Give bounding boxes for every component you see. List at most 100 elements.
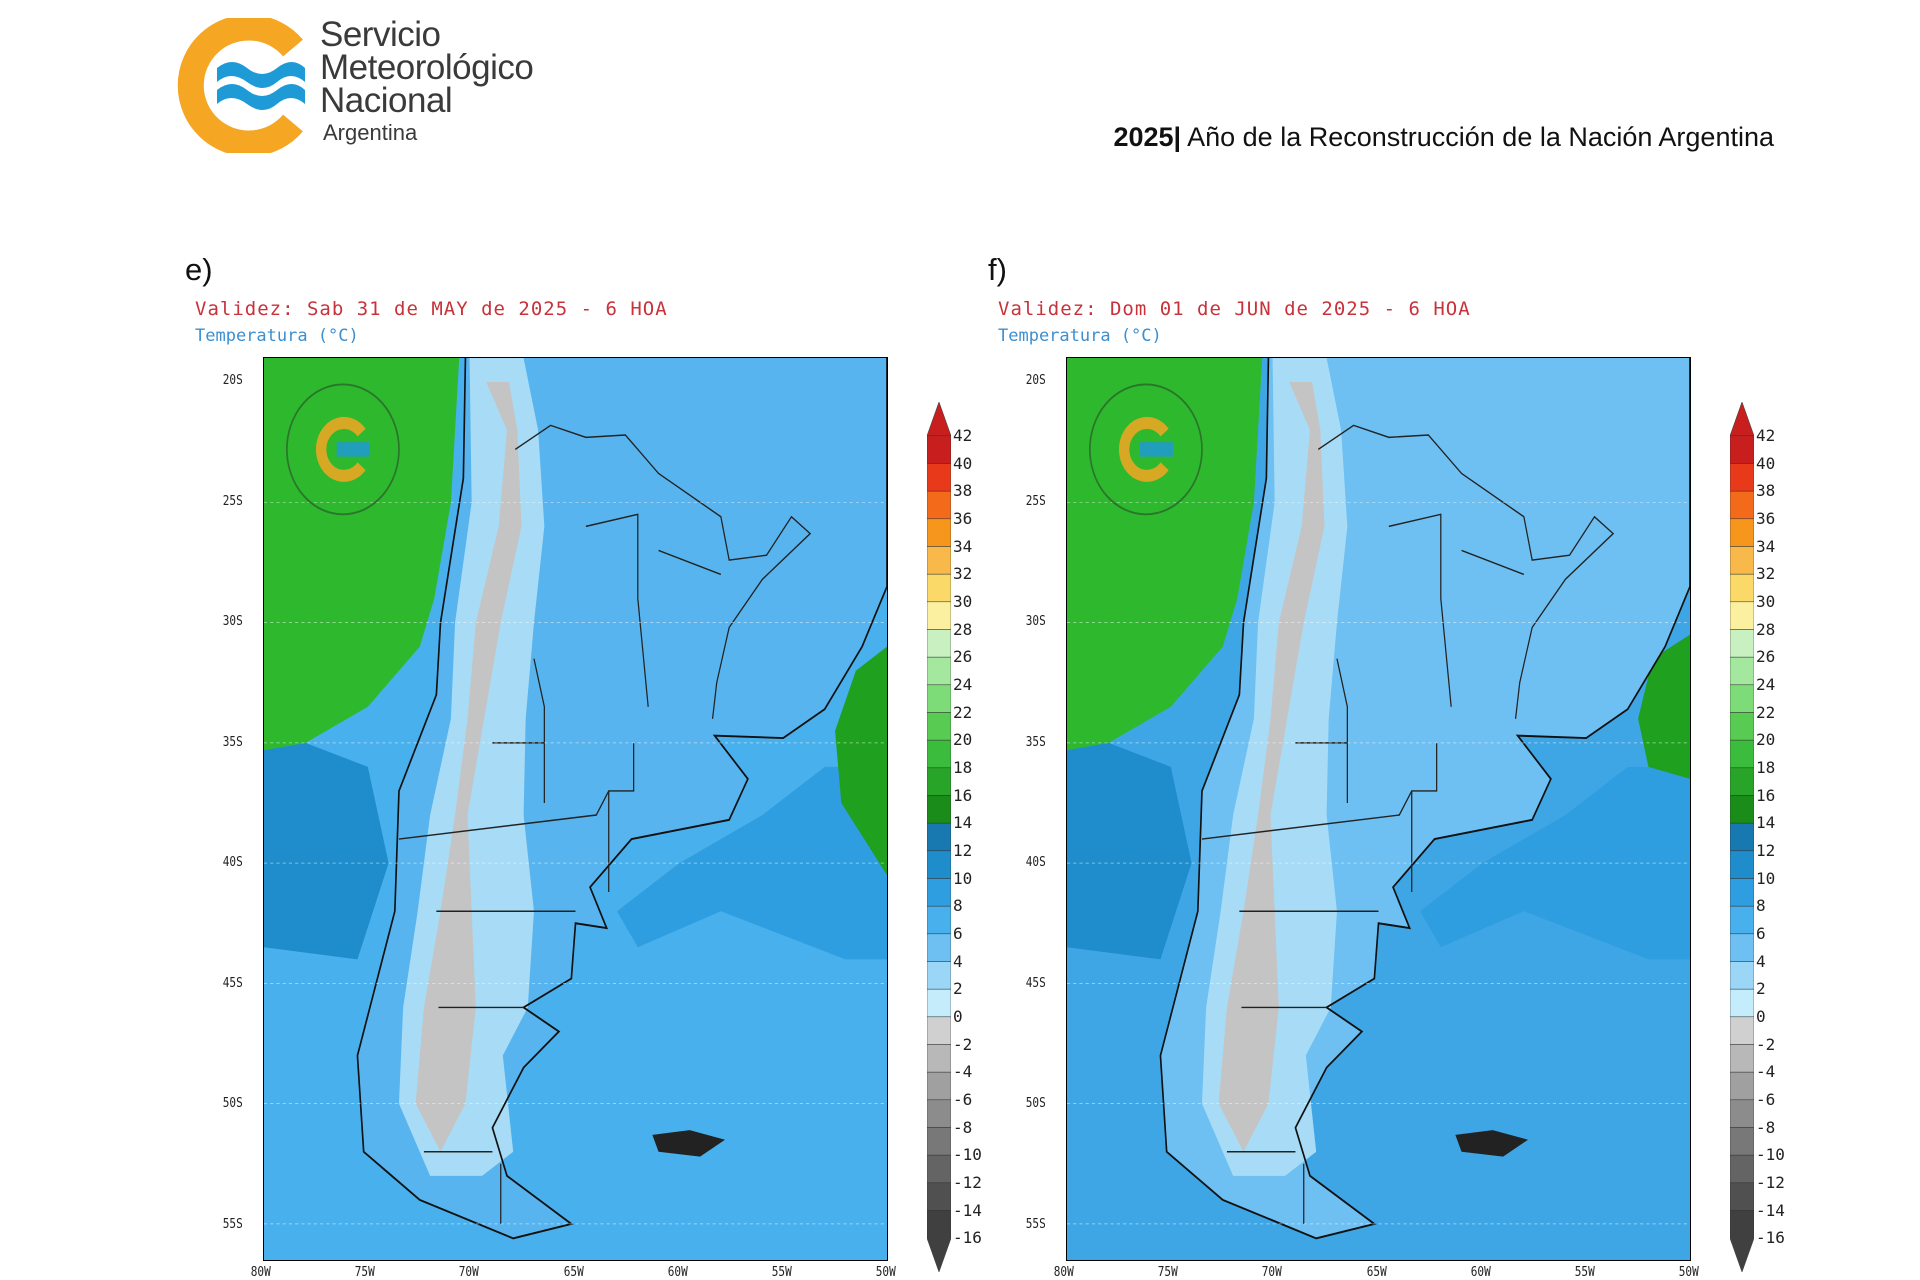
colorbar-level-label: -8: [1756, 1117, 1776, 1137]
longitude-tick-label: 70W: [1262, 1265, 1283, 1280]
colorbar-swatch: [927, 1210, 951, 1239]
colorbar-swatch: [1730, 1210, 1754, 1239]
province-border: [1295, 658, 1348, 744]
colorbar-level-label: 6: [953, 923, 963, 943]
colorbar-level-label: 8: [953, 896, 963, 916]
latitude-tick-label: 40S: [222, 855, 243, 871]
logo-line: Nacional: [320, 81, 453, 120]
longitude-tick-label: 75W: [354, 1265, 375, 1280]
colorbar-level-label: -12: [1756, 1172, 1785, 1192]
colorbar-swatch: [1730, 1071, 1754, 1101]
variable-subtitle: Temperatura (°C): [998, 326, 1162, 346]
colorbar-level-label: 22: [953, 702, 973, 722]
smn-logo-icon: [177, 18, 305, 153]
colorbar-swatch: [927, 933, 951, 962]
colorbar-level-label: -4: [953, 1062, 973, 1082]
longitude-tick-label: 50W: [1678, 1265, 1699, 1280]
latitude-tick-label: 50S: [222, 1096, 243, 1112]
colorbar-swatch: [1730, 1044, 1754, 1073]
latitude-tick-label: 50S: [1025, 1096, 1046, 1112]
latitude-tick-label: 45S: [222, 975, 243, 991]
colorbar-level-label: 24: [1756, 674, 1776, 694]
colorbar-level-label: -2: [953, 1034, 973, 1054]
colorbar-level-label: -10: [1756, 1145, 1785, 1165]
longitude-tick-label: 65W: [1366, 1265, 1387, 1280]
province-border: [1317, 424, 1615, 719]
colorbar-level-label: 40: [1756, 453, 1776, 473]
colorbar-level-label: 2: [1756, 979, 1766, 999]
colorbar-swatch: [927, 767, 951, 796]
province-border: [492, 658, 545, 744]
panel-label: e): [185, 252, 213, 287]
colorbar-swatch: [927, 601, 951, 630]
colorbar-swatch: [1730, 573, 1754, 603]
colorbar-swatch: [1730, 1127, 1754, 1156]
colorbar-swatch: [927, 739, 951, 769]
pacific-warm-region: [264, 358, 460, 751]
colorbar-level-label: 10: [1756, 868, 1776, 888]
watermark-logo: [1089, 383, 1203, 516]
colorbar-swatch: [927, 1099, 951, 1128]
validity-title: Validez: Dom 01 de JUN de 2025 - 6 HOA: [998, 298, 1471, 320]
province-border: [1461, 549, 1525, 576]
colorbar-swatch: [927, 795, 951, 824]
colorbar-level-label: 30: [1756, 591, 1776, 611]
colorbar-level-label: 42: [953, 425, 973, 445]
colorbar-level-label: 42: [1756, 425, 1776, 445]
colorbar-swatch: [1730, 1154, 1754, 1184]
colorbar-upper-arrow: [927, 402, 951, 437]
province-border: [398, 790, 610, 840]
colorbar-swatch: [1730, 656, 1754, 686]
colorbar-lower-arrow: [927, 1237, 951, 1272]
colorbar-swatch: [1730, 850, 1754, 879]
watermark-c-icon: [315, 416, 366, 482]
colorbar-level-label: 34: [1756, 536, 1776, 556]
colorbar-level-label: 20: [1756, 730, 1776, 750]
logo-line: Meteorológico: [320, 48, 534, 87]
colorbar-swatch: [1730, 905, 1754, 935]
colorbar-swatch: [1730, 739, 1754, 769]
province-border: [585, 513, 649, 707]
colorbar-level-label: 32: [1756, 564, 1776, 584]
latitude-tick-label: 25S: [222, 493, 243, 509]
watermark-waves-icon: [336, 442, 370, 457]
colorbar-level-label: 14: [953, 813, 973, 833]
colorbar-level-label: 18: [1756, 757, 1776, 777]
colorbar-level-label: 4: [953, 951, 963, 971]
smn-logo: Servicio Meteorológico Nacional Argentin…: [165, 17, 595, 153]
colorbar-level-label: 14: [1756, 813, 1776, 833]
colorbar-swatch: [927, 656, 951, 686]
province-border: [1201, 790, 1413, 840]
colorbar-level-label: -14: [1756, 1200, 1785, 1220]
colorbar-level-label: 10: [953, 868, 973, 888]
watermark-logo: [286, 383, 400, 516]
colorbar-swatch: [1730, 1182, 1754, 1211]
colorbar-level-label: 24: [953, 674, 973, 694]
colorbar-level-label: 0: [1756, 1006, 1766, 1026]
latitude-tick-label: 55S: [1025, 1216, 1046, 1232]
longitude-tick-label: 70W: [459, 1265, 480, 1280]
colorbar-level-label: 6: [1756, 923, 1766, 943]
colorbar-level-label: 16: [953, 785, 973, 805]
colorbar-swatch: [927, 490, 951, 520]
colorbar-level-label: -10: [953, 1145, 982, 1165]
province-border: [1411, 742, 1438, 892]
watermark-ring: [286, 383, 400, 516]
latitude-tick-label: 55S: [222, 1216, 243, 1232]
colorbar-level-label: -16: [953, 1228, 982, 1248]
colorbar-level-label: 38: [1756, 481, 1776, 501]
latitude-tick-label: 30S: [1025, 614, 1046, 630]
colorbar-swatch: [1730, 518, 1754, 547]
colorbar-level-label: -14: [953, 1200, 982, 1220]
colorbar-level-label: -4: [1756, 1062, 1776, 1082]
watermark-waves-icon: [1139, 442, 1173, 457]
latitude-tick-label: 35S: [222, 734, 243, 750]
watermark-c-icon: [1118, 416, 1169, 482]
colorbar-level-label: 8: [1756, 896, 1766, 916]
watermark-ring: [1089, 383, 1203, 516]
pacific-warm-region: [1067, 358, 1263, 751]
andes-subzero: [1218, 382, 1325, 1152]
province-border: [608, 742, 635, 892]
colorbar-level-label: -12: [953, 1172, 982, 1192]
colorbar-swatch: [1730, 767, 1754, 796]
